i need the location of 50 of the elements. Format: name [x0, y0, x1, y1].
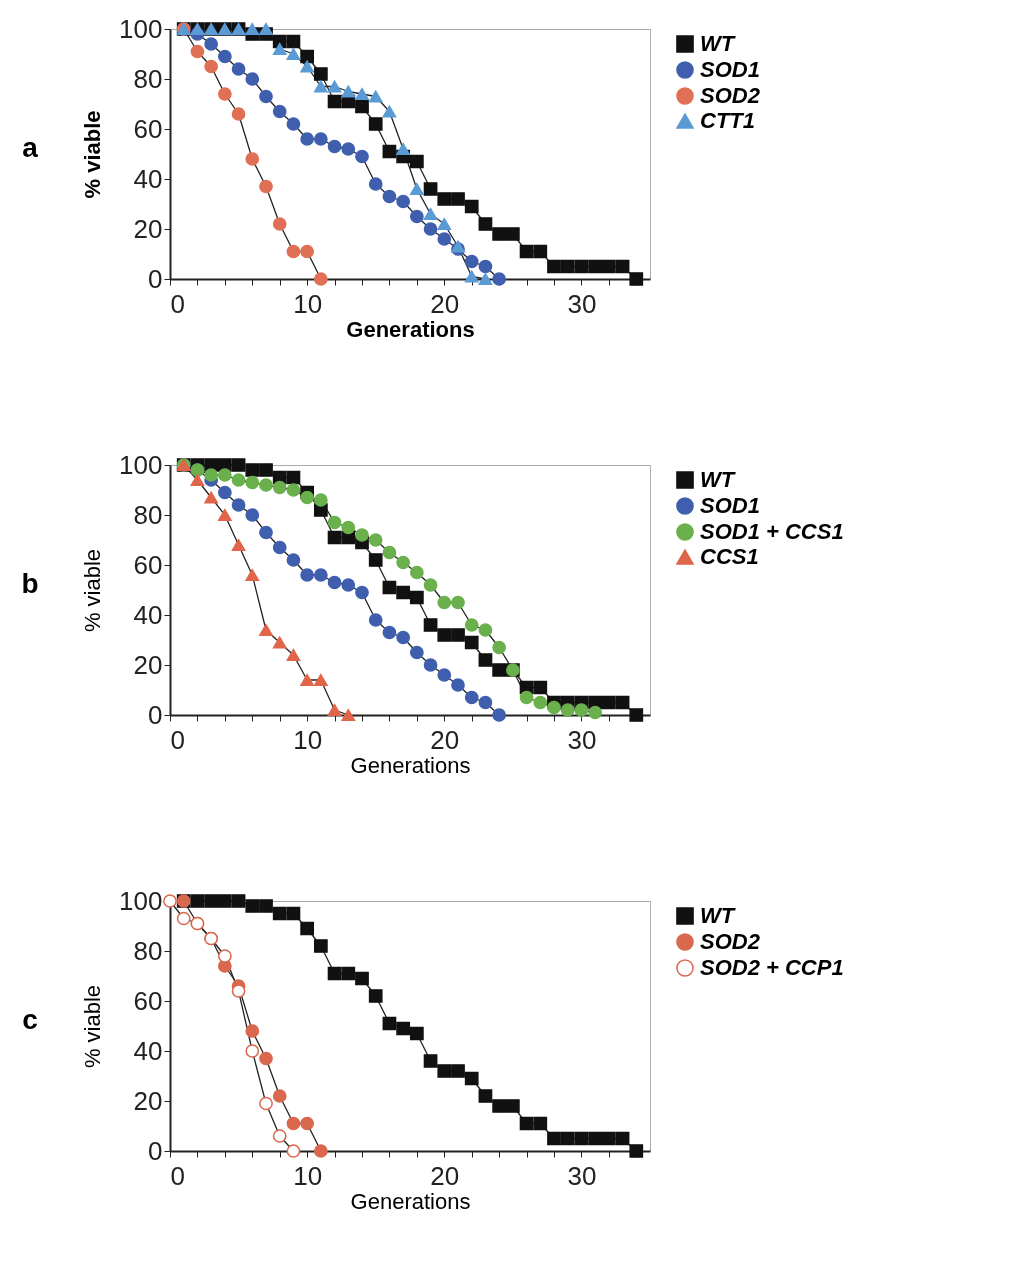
x-tick-label: 20	[430, 724, 460, 755]
y-tick-label: 60	[133, 113, 163, 144]
legend-label: SOD1 + CCS1	[700, 519, 844, 544]
y-tick-label: 100	[119, 13, 163, 44]
x-tick-label: 30	[567, 288, 597, 319]
text: b	[21, 568, 39, 599]
y-tick-label: 100	[119, 449, 163, 480]
x-tick-label: 30	[567, 724, 597, 755]
y-tick-label: 0	[148, 1135, 163, 1166]
x-tick-label: 20	[430, 1160, 460, 1191]
y-tick-label: 100	[119, 885, 163, 916]
legend-label: SOD2	[700, 929, 761, 954]
y-axis-title: % viable	[80, 548, 106, 633]
x-axis-title: Generations	[350, 752, 471, 778]
legend-label: CCS1	[700, 544, 759, 569]
y-tick-label: 40	[133, 1035, 163, 1066]
legend-label: SOD2	[700, 83, 761, 108]
x-tick-label: 0	[170, 1160, 185, 1191]
y-tick-label: 80	[133, 935, 163, 966]
x-tick-label: 10	[293, 288, 323, 319]
y-tick-label: 20	[133, 1085, 163, 1116]
legend-label: SOD2 + CCP1	[700, 955, 844, 980]
y-tick-label: 40	[133, 163, 163, 194]
x-tick-label: 10	[293, 1160, 323, 1191]
legend-label: SOD1	[700, 57, 760, 82]
y-tick-label: 60	[133, 985, 163, 1016]
y-tick-label: 80	[133, 499, 163, 530]
legend-label: WT	[700, 467, 736, 492]
legend-label: WT	[700, 903, 736, 928]
y-tick-label: 20	[133, 213, 163, 244]
y-tick-label: 20	[133, 649, 163, 680]
legend-label: SOD1	[700, 493, 760, 518]
y-axis-title: % viable	[80, 110, 106, 199]
y-tick-label: 0	[148, 263, 163, 294]
x-tick-label: 20	[430, 288, 460, 319]
legend-label: WT	[700, 31, 736, 56]
y-tick-label: 80	[133, 63, 163, 94]
x-tick-label: 10	[293, 724, 323, 755]
x-tick-label: 0	[170, 288, 185, 319]
y-tick-label: 40	[133, 599, 163, 630]
text: c	[22, 1004, 38, 1035]
text: a	[22, 132, 39, 163]
x-axis-title: Generations	[346, 316, 475, 342]
x-tick-label: 0	[170, 724, 185, 755]
legend-label: CTT1	[700, 108, 755, 133]
y-tick-label: 0	[148, 699, 163, 730]
x-axis-title: Generations	[350, 1188, 471, 1214]
y-axis-title: % viable	[80, 984, 106, 1069]
x-tick-label: 30	[567, 1160, 597, 1191]
y-tick-label: 60	[133, 549, 163, 580]
